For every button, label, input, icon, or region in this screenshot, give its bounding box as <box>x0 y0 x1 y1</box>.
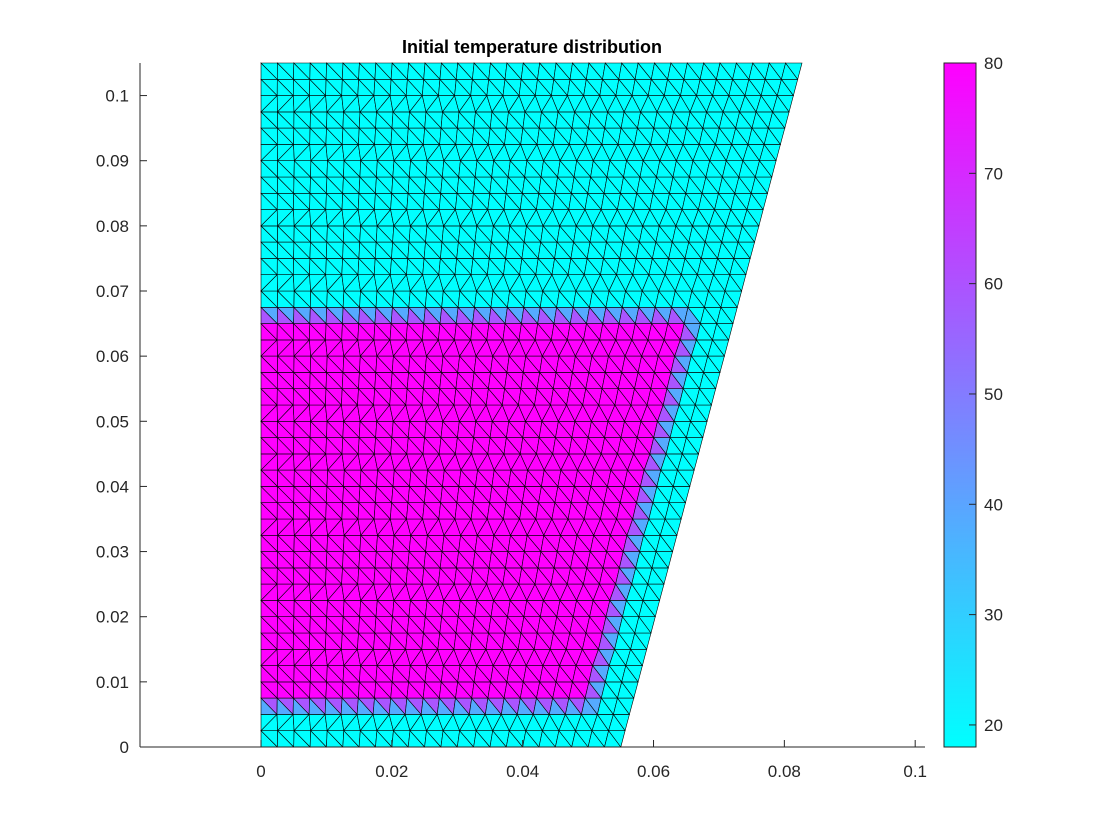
y-tick-label: 0.03 <box>96 543 129 562</box>
y-tick-label: 0.01 <box>96 673 129 692</box>
colorbar-tick-label: 60 <box>984 275 1003 294</box>
colorbar-tick-label: 40 <box>984 495 1003 514</box>
colorbar-tick-label: 80 <box>984 54 1003 73</box>
y-tick-label: 0.05 <box>96 412 129 431</box>
x-tick-label: 0.1 <box>903 762 927 781</box>
x-tick-label: 0.04 <box>506 762 539 781</box>
chart-title: Initial temperature distribution <box>402 37 662 57</box>
y-tick-label: 0 <box>120 738 129 757</box>
colorbar-gradient <box>943 62 977 748</box>
mesh-element <box>785 62 803 80</box>
y-tick-label: 0.04 <box>96 477 129 496</box>
x-tick-label: 0 <box>256 762 265 781</box>
mesh <box>260 62 803 748</box>
colorbar-tick-label: 20 <box>984 716 1003 735</box>
x-tick-label: 0.06 <box>637 762 670 781</box>
axes: 0 0.02 0.04 0.06 0.08 0.1 0 0.01 0.02 0.03 0.04 0.0… <box>96 63 927 781</box>
x-tick-label: 0.02 <box>375 762 408 781</box>
y-tick-label: 0.07 <box>96 282 129 301</box>
colorbar-tick-label: 30 <box>984 606 1003 625</box>
colorbar: 20 30 40 50 60 70 80 <box>943 54 1003 748</box>
y-tick-label: 0.06 <box>96 347 129 366</box>
y-tick-label: 0.1 <box>105 87 129 106</box>
y-tick-label: 0.02 <box>96 608 129 627</box>
colorbar-tick-label: 50 <box>984 385 1003 404</box>
y-tick-label: 0.08 <box>96 217 129 236</box>
y-tick-label: 0.09 <box>96 152 129 171</box>
x-tick-label: 0.08 <box>768 762 801 781</box>
colorbar-tick-label: 70 <box>984 164 1003 183</box>
